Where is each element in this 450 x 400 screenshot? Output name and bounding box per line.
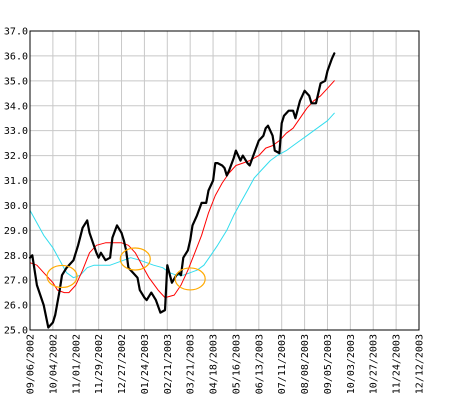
x-tick-label: 06/13/2003	[254, 334, 265, 394]
y-tick-label: 37.0	[4, 27, 28, 38]
annotations	[46, 247, 206, 291]
series-line	[29, 80, 335, 299]
y-tick-label: 34.0	[4, 101, 28, 112]
annotation-ellipse	[174, 267, 206, 291]
y-tick-label: 32.0	[4, 151, 28, 162]
y-tick-label: 33.0	[4, 126, 28, 137]
y-tick-label: 29.0	[4, 226, 28, 237]
annotation-ellipse	[119, 247, 151, 271]
x-tick-label: 12/27/2002	[117, 334, 128, 394]
x-tick-label: 11/29/2002	[94, 334, 105, 394]
x-tick-label: 05/16/2003	[231, 334, 242, 394]
annotation-ellipse	[46, 264, 78, 289]
x-tick-label: 07/11/2003	[277, 334, 288, 394]
x-tick-label: 03/21/2003	[186, 334, 197, 394]
x-tick-label: 09/06/2002	[26, 334, 37, 394]
series	[28, 52, 336, 329]
x-tick-label: 11/24/2003	[392, 334, 403, 394]
y-tick-label: 26.0	[4, 301, 28, 312]
x-tick-label: 01/24/2003	[140, 334, 151, 394]
x-tick-label: 08/08/2003	[300, 334, 311, 394]
x-tick-label: 02/21/2003	[163, 334, 174, 394]
y-tick-label: 25.0	[4, 326, 28, 337]
x-tick-label: 12/12/2003	[415, 334, 426, 394]
y-tick-label: 27.0	[4, 276, 28, 287]
y-tick-label: 31.0	[4, 176, 28, 187]
x-tick-label: 10/03/2003	[346, 334, 357, 394]
y-tick-label: 35.0	[4, 76, 28, 87]
x-tick-label: 11/01/2002	[71, 334, 82, 394]
x-tick-label: 04/18/2003	[209, 334, 220, 394]
series-line	[28, 52, 336, 329]
y-axis-ticks: 25.0 26.0 27.0 28.0 29.0 30.0 31.0 32.0 33.0 34.0…	[4, 27, 28, 337]
x-tick-label: 10/27/2003	[369, 334, 380, 394]
plot-frame	[29, 30, 420, 331]
x-tick-label: 09/05/2003	[323, 334, 334, 394]
y-tick-label: 30.0	[4, 201, 28, 212]
y-tick-label: 28.0	[4, 251, 28, 262]
y-tick-label: 36.0	[4, 51, 28, 62]
x-axis-ticks: 09/06/2002 10/04/2002 11/01/2002 11/29/2002…	[26, 334, 426, 394]
x-tick-label: 10/04/2002	[48, 334, 59, 394]
